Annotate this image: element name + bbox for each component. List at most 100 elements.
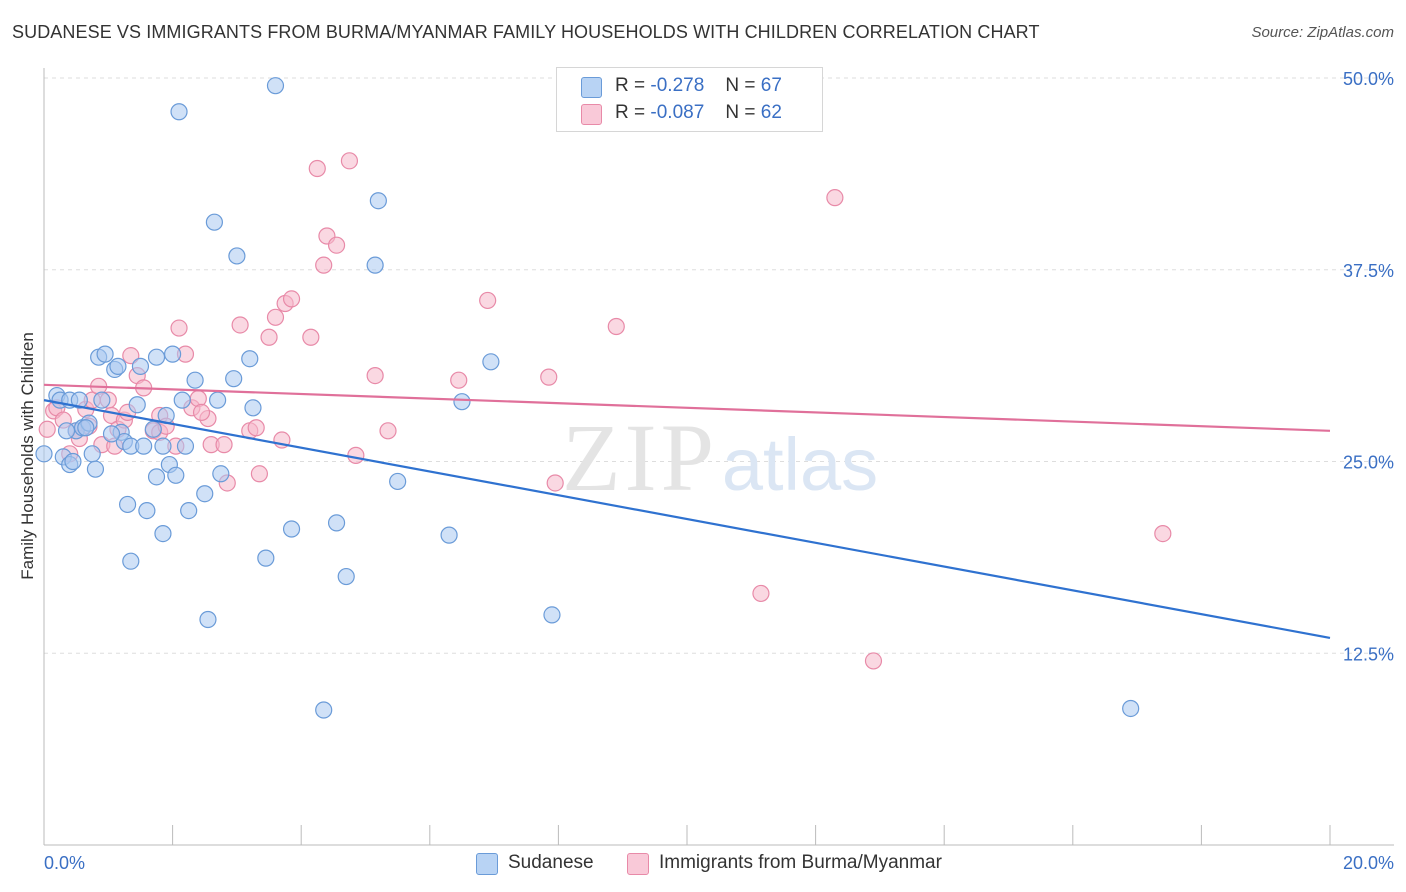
sudanese-point <box>282 520 301 538</box>
y-tick-label: 50.0% <box>1343 69 1394 89</box>
legend-swatch-blue <box>581 77 602 98</box>
sudanese-point <box>225 370 243 388</box>
series-sudanese-points <box>35 77 1140 719</box>
sudanese-point <box>170 103 188 121</box>
sudanese-point <box>83 445 101 463</box>
sudanese-point <box>241 350 259 368</box>
burma-point <box>607 317 625 336</box>
burma-point <box>231 316 249 334</box>
sudanese-point <box>64 452 82 471</box>
sudanese-point <box>327 514 346 532</box>
legend-swatch-blue <box>476 853 498 875</box>
burma-point <box>266 308 285 326</box>
sudanese-point <box>164 345 182 363</box>
sudanese-point <box>167 466 185 484</box>
sudanese-point <box>209 391 227 409</box>
burma-trend-line <box>43 383 1331 432</box>
sudanese-point <box>96 345 114 363</box>
sudanese-point <box>440 526 458 544</box>
sudanese-point <box>118 495 137 514</box>
sudanese-point <box>543 606 561 624</box>
burma-point <box>308 159 326 178</box>
sudanese-point <box>93 391 111 409</box>
y-tick-label: 37.5% <box>1343 261 1394 281</box>
burma-point <box>546 474 564 492</box>
burma-point <box>540 368 558 386</box>
sudanese-point <box>109 357 127 375</box>
burma-point <box>260 328 278 346</box>
legend-row-text: R = -0.087 N = 62 <box>615 102 782 124</box>
sudanese-point <box>369 192 387 210</box>
sudanese-point <box>337 567 355 586</box>
burma-point <box>327 236 346 254</box>
sudanese-point <box>389 472 407 491</box>
sudanese-point <box>77 419 95 437</box>
tick-labels: 50.0% 37.5% 25.0% 12.5% 0.0% 20.0% <box>44 69 1394 873</box>
sudanese-trend-line <box>43 399 1331 639</box>
legend-swatch-pink <box>581 104 602 125</box>
sudanese-point <box>366 256 384 274</box>
sudanese-point <box>315 701 333 719</box>
legend-label: Sudanese <box>508 852 594 873</box>
source-credit: Source: ZipAtlas.com <box>1251 24 1394 41</box>
y-tick-label: 25.0% <box>1343 453 1394 473</box>
burma-point <box>282 290 301 308</box>
burma-point <box>366 366 384 385</box>
legend-row-text: R = -0.278 N = 67 <box>615 75 782 97</box>
sudanese-point <box>1122 699 1140 718</box>
burma-point <box>192 403 211 422</box>
sudanese-point <box>70 391 88 409</box>
watermark-zip: ZIP <box>562 404 718 511</box>
y-tick-label: 12.5% <box>1343 644 1394 664</box>
sudanese-point <box>147 348 166 366</box>
sudanese-point <box>122 552 140 570</box>
r-label: R = <box>615 75 646 96</box>
sudanese-point <box>102 425 121 443</box>
burma-point <box>450 371 468 389</box>
burma-point <box>122 347 140 365</box>
burma-point <box>1154 524 1172 543</box>
sudanese-point <box>128 396 146 414</box>
burma-point <box>479 291 497 310</box>
sudanese-point <box>180 501 198 520</box>
burma-point <box>170 319 188 337</box>
sudanese-point <box>173 391 191 409</box>
burma-point <box>315 256 333 274</box>
sudanese-point <box>138 501 156 520</box>
sudanese-point <box>257 549 275 567</box>
legend-label: Immigrants from Burma/Myanmar <box>659 852 942 873</box>
burma-point <box>826 189 844 207</box>
burma-point <box>340 152 359 170</box>
chart-title: SUDANESE VS IMMIGRANTS FROM BURMA/MYANMA… <box>12 22 1040 42</box>
burma-point <box>864 652 883 670</box>
sudanese-point <box>144 420 162 438</box>
sudanese-point <box>57 422 76 440</box>
sudanese-point <box>453 393 471 411</box>
sudanese-point <box>176 437 195 455</box>
series-legend: Sudanese Immigrants from Burma/Myanmar <box>0 851 1406 877</box>
sudanese-point <box>154 437 172 455</box>
axes <box>43 68 1394 846</box>
burma-point <box>38 420 56 438</box>
sudanese-point <box>186 371 204 389</box>
burma-point <box>302 328 320 346</box>
burma-point <box>347 446 365 464</box>
sudanese-point <box>266 77 285 95</box>
sudanese-point <box>205 213 223 231</box>
burma-point <box>752 584 770 603</box>
trend-lines <box>43 383 1331 639</box>
burma-point <box>250 465 269 483</box>
n-value: 67 <box>760 75 782 96</box>
burma-point <box>215 436 233 454</box>
sudanese-point <box>35 445 53 463</box>
sudanese-point <box>212 465 230 483</box>
r-label: R = <box>615 102 646 123</box>
burma-point <box>379 422 397 440</box>
sudanese-point <box>244 399 262 417</box>
x-tick-label-min: 0.0% <box>44 853 85 873</box>
sudanese-point <box>154 524 172 543</box>
watermark: ZIP atlas <box>562 404 878 511</box>
n-label: N = <box>725 75 756 96</box>
sudanese-point <box>199 610 217 629</box>
